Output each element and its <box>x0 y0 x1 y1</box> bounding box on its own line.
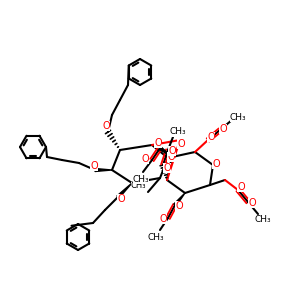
Polygon shape <box>117 183 132 198</box>
Text: CH₃: CH₃ <box>133 175 149 184</box>
Text: O: O <box>141 154 149 164</box>
Text: CH₃: CH₃ <box>170 128 186 136</box>
Polygon shape <box>159 147 172 157</box>
Text: O: O <box>175 201 183 211</box>
Text: O: O <box>168 146 176 156</box>
Text: O: O <box>163 163 171 173</box>
Text: CH₃: CH₃ <box>255 215 271 224</box>
Text: O: O <box>117 194 125 204</box>
Text: O: O <box>237 182 245 192</box>
Text: O: O <box>212 159 220 169</box>
Text: CH₃: CH₃ <box>148 232 164 242</box>
Polygon shape <box>95 169 112 172</box>
Text: O: O <box>154 138 162 148</box>
Text: CH₃: CH₃ <box>230 112 246 122</box>
Polygon shape <box>174 193 185 206</box>
Text: O: O <box>219 124 227 134</box>
Text: O: O <box>207 132 215 142</box>
Text: O: O <box>90 161 98 171</box>
Text: O: O <box>102 121 110 131</box>
Text: O: O <box>248 198 256 208</box>
Text: CH₃: CH₃ <box>130 182 146 190</box>
Text: O: O <box>159 214 167 224</box>
Text: O: O <box>167 152 175 162</box>
Text: O: O <box>177 139 185 149</box>
